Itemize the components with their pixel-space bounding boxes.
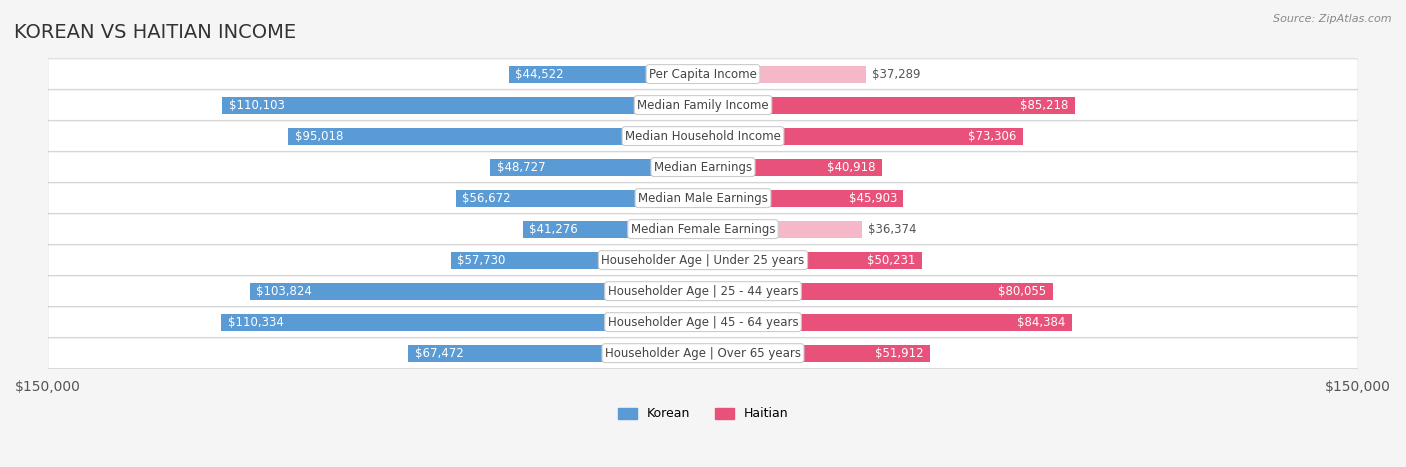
FancyBboxPatch shape [48, 245, 1358, 276]
Bar [451, 252, 703, 269]
Text: $44,522: $44,522 [515, 68, 564, 81]
Text: Householder Age | 25 - 44 years: Householder Age | 25 - 44 years [607, 284, 799, 297]
Text: $48,727: $48,727 [496, 161, 546, 174]
FancyBboxPatch shape [48, 59, 1358, 89]
Text: Householder Age | Under 25 years: Householder Age | Under 25 years [602, 254, 804, 267]
Bar [221, 314, 703, 331]
Text: $51,912: $51,912 [875, 347, 924, 360]
Bar [703, 252, 922, 269]
Text: $110,334: $110,334 [228, 316, 284, 329]
Text: $84,384: $84,384 [1017, 316, 1064, 329]
Text: $85,218: $85,218 [1021, 99, 1069, 112]
Bar [491, 159, 703, 176]
Text: Source: ZipAtlas.com: Source: ZipAtlas.com [1274, 14, 1392, 24]
Bar [703, 97, 1076, 113]
FancyBboxPatch shape [48, 121, 1358, 151]
Bar [703, 220, 862, 238]
FancyBboxPatch shape [48, 338, 1358, 368]
Text: Median Earnings: Median Earnings [654, 161, 752, 174]
Text: Per Capita Income: Per Capita Income [650, 68, 756, 81]
Text: $56,672: $56,672 [463, 191, 510, 205]
FancyBboxPatch shape [48, 214, 1358, 244]
Text: KOREAN VS HAITIAN INCOME: KOREAN VS HAITIAN INCOME [14, 23, 297, 42]
Text: $95,018: $95,018 [295, 129, 343, 142]
Bar [703, 283, 1053, 300]
FancyBboxPatch shape [48, 90, 1358, 120]
Text: $41,276: $41,276 [529, 223, 578, 236]
Text: Median Household Income: Median Household Income [626, 129, 780, 142]
Text: Householder Age | Over 65 years: Householder Age | Over 65 years [605, 347, 801, 360]
FancyBboxPatch shape [48, 276, 1358, 306]
Text: Median Male Earnings: Median Male Earnings [638, 191, 768, 205]
Bar [703, 159, 882, 176]
Text: $45,903: $45,903 [849, 191, 897, 205]
Text: $80,055: $80,055 [998, 284, 1046, 297]
Bar [703, 345, 929, 361]
Bar [523, 220, 703, 238]
Bar [222, 97, 703, 113]
Text: $73,306: $73,306 [969, 129, 1017, 142]
Bar [703, 190, 904, 206]
Text: $67,472: $67,472 [415, 347, 464, 360]
Text: Median Family Income: Median Family Income [637, 99, 769, 112]
Text: $103,824: $103,824 [256, 284, 312, 297]
Text: $57,730: $57,730 [457, 254, 506, 267]
Bar [288, 127, 703, 145]
Text: $110,103: $110,103 [229, 99, 284, 112]
FancyBboxPatch shape [48, 152, 1358, 182]
Legend: Korean, Haitian: Korean, Haitian [612, 401, 794, 427]
Text: $37,289: $37,289 [872, 68, 921, 81]
Bar [703, 65, 866, 83]
Text: $50,231: $50,231 [868, 254, 915, 267]
Text: Median Female Earnings: Median Female Earnings [631, 223, 775, 236]
FancyBboxPatch shape [48, 183, 1358, 213]
Bar [703, 314, 1071, 331]
Text: Householder Age | 45 - 64 years: Householder Age | 45 - 64 years [607, 316, 799, 329]
Text: $40,918: $40,918 [827, 161, 875, 174]
Bar [703, 127, 1024, 145]
Bar [250, 283, 703, 300]
Text: $36,374: $36,374 [869, 223, 917, 236]
Bar [408, 345, 703, 361]
FancyBboxPatch shape [48, 307, 1358, 337]
Bar [509, 65, 703, 83]
Bar [456, 190, 703, 206]
